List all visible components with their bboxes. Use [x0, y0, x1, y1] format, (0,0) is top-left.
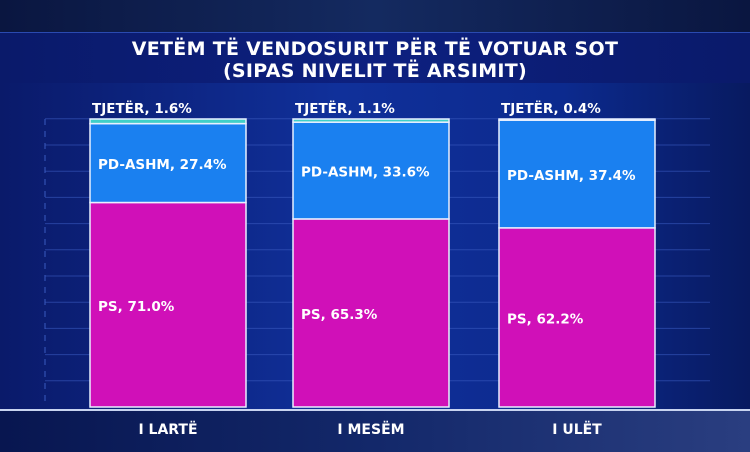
chart-title: VETËM TË VENDOSURIT PËR TË VOTUAR SOT: [131, 38, 619, 60]
bar-segment-pd-ashm: [292, 121, 450, 220]
bar-segment-ps: [89, 201, 247, 408]
data-label: TJETËR, 1.6%: [92, 100, 192, 117]
data-label: PD-ASHM, 27.4%: [98, 157, 227, 173]
category-label: I ULËT: [552, 422, 602, 438]
data-label: PD-ASHM, 33.6%: [301, 165, 430, 181]
bar-segment-ps: [498, 227, 656, 408]
title-band: [0, 33, 750, 83]
data-label: PD-ASHM, 37.4%: [507, 168, 636, 184]
bar-segment-tjetër: [292, 118, 450, 123]
data-label: PS, 71.0%: [98, 299, 175, 315]
bar-segment-tjetër: [89, 118, 247, 125]
top-strip: [0, 0, 750, 33]
bar-segment-pd-ashm: [498, 119, 656, 229]
category-label: I MESËM: [337, 422, 405, 438]
bar-segment-tjetër: [498, 118, 656, 121]
data-label: TJETËR, 1.1%: [295, 100, 395, 117]
bar-segment-pd-ashm: [89, 122, 247, 204]
data-label: PS, 65.3%: [301, 307, 378, 323]
category-band: [0, 409, 750, 452]
bar-segment-ps: [292, 218, 450, 408]
category-label: I LARTË: [138, 422, 198, 438]
data-label: TJETËR, 0.4%: [501, 100, 601, 117]
chart-subtitle: (SIPAS NIVELIT TË ARSIMIT): [222, 60, 528, 82]
data-label: PS, 62.2%: [507, 311, 584, 327]
